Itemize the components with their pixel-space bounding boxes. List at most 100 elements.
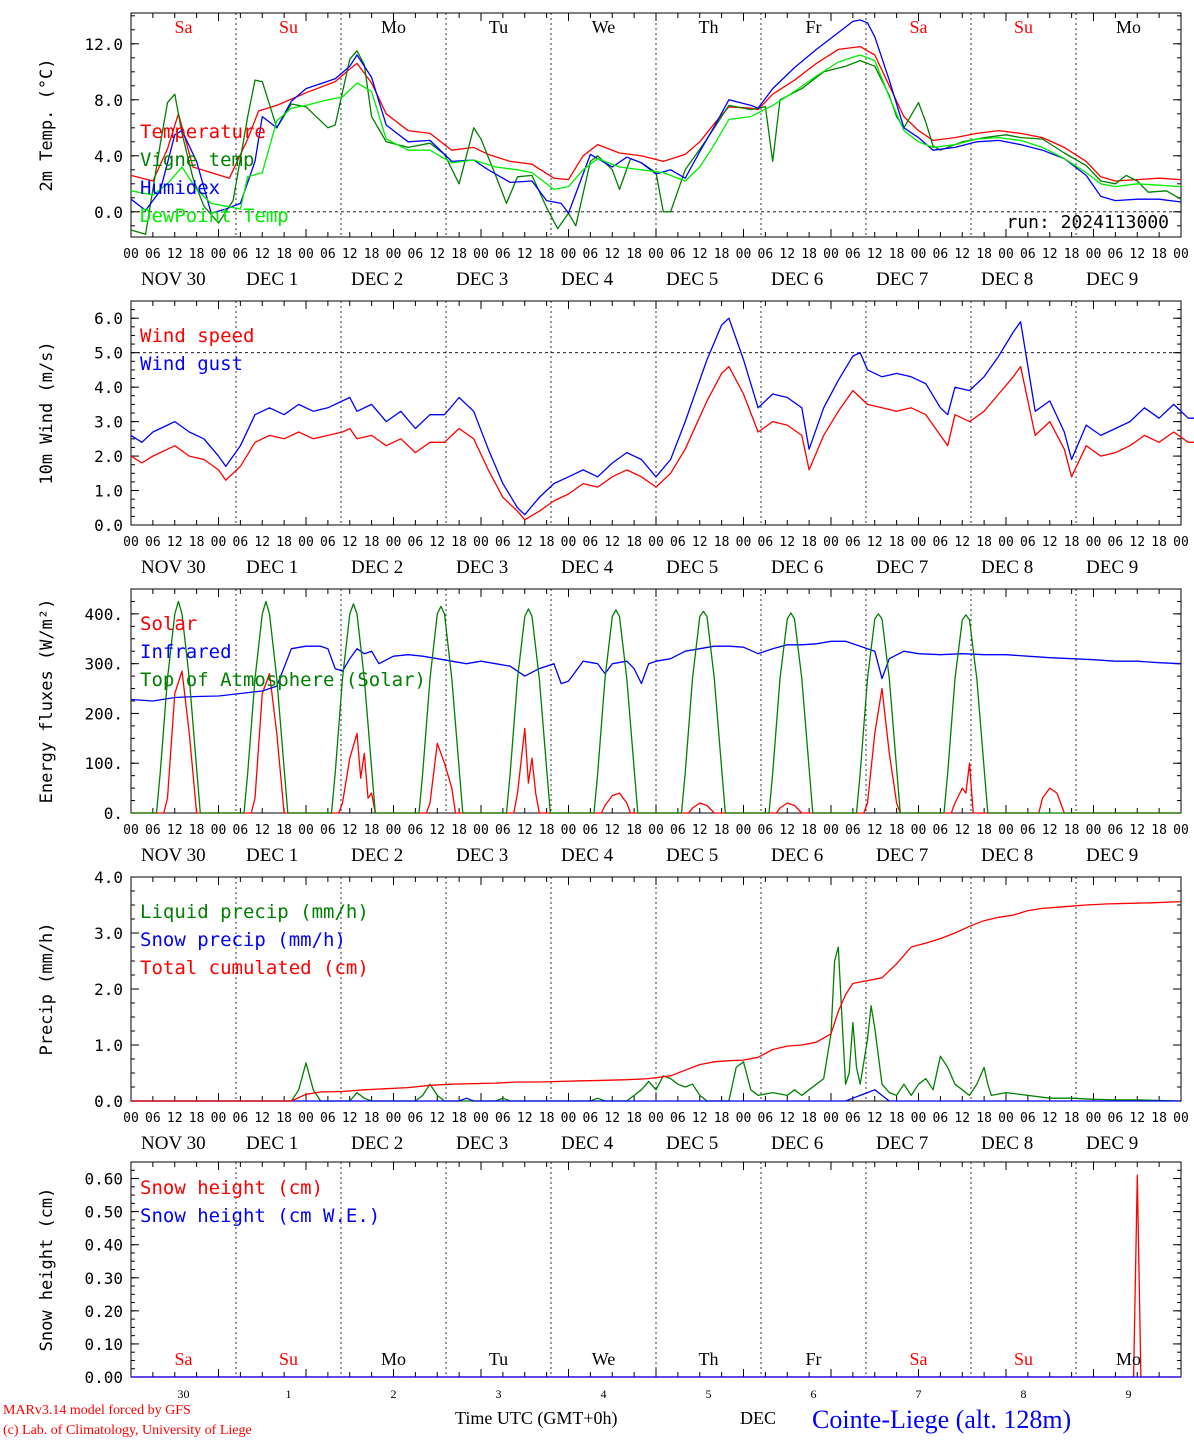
legend-entry: Vigne temp: [140, 149, 254, 171]
hour-tick-label: 12: [429, 247, 445, 262]
hour-tick-label: 00: [1086, 247, 1102, 262]
date-label: NOV 30: [141, 845, 206, 866]
hour-tick-label: 18: [1064, 1111, 1080, 1126]
date-label: DEC 9: [1086, 845, 1138, 866]
legend-entry: Snow precip (mm/h): [140, 929, 346, 951]
hour-tick-label: 06: [320, 1111, 336, 1126]
month-label: DEC: [740, 1408, 776, 1428]
hour-tick-label: 06: [1020, 1111, 1036, 1126]
y-tick-label: 6.0: [94, 309, 123, 328]
day-number: 8: [1021, 1387, 1027, 1401]
date-label: DEC 5: [666, 845, 718, 866]
legend-entry: Temperature: [140, 121, 266, 143]
series-line: [131, 946, 1182, 1102]
hour-tick-label: 12: [167, 823, 183, 838]
hour-tick-label: 18: [539, 1111, 555, 1126]
hour-tick-label: 12: [254, 823, 270, 838]
hour-tick-label: 18: [189, 1111, 205, 1126]
hour-tick-label: 00: [211, 1111, 227, 1126]
y-tick-label: 4.0: [94, 868, 123, 887]
y-axis-label: Snow height (cm): [37, 1188, 57, 1352]
date-label: DEC 4: [561, 557, 614, 578]
hour-tick-label: 00: [123, 535, 139, 550]
date-label: NOV 30: [141, 1133, 206, 1154]
hour-tick-label: 12: [1129, 247, 1145, 262]
y-tick-label: 300.: [84, 655, 123, 674]
y-axis-label: 10m Wind (m/s): [37, 341, 57, 484]
series-line: [131, 600, 1181, 814]
hour-tick-label: 06: [408, 535, 424, 550]
y-tick-label: 0.00: [84, 1368, 123, 1387]
hour-tick-label: 00: [1173, 823, 1189, 838]
hour-tick-label: 00: [823, 1111, 839, 1126]
day-number: 7: [916, 1387, 922, 1401]
hour-tick-label: 18: [1064, 535, 1080, 550]
hour-tick-label: 00: [1173, 247, 1189, 262]
hour-tick-label: 18: [714, 247, 730, 262]
date-label: DEC 1: [246, 557, 298, 578]
day-name: Sa: [175, 1349, 193, 1369]
day-name: We: [592, 1349, 616, 1369]
date-label: DEC 2: [351, 557, 403, 578]
date-label: DEC 9: [1086, 1133, 1138, 1154]
date-label: DEC 3: [456, 557, 508, 578]
hour-tick-label: 06: [408, 823, 424, 838]
date-label: DEC 6: [771, 269, 823, 290]
hour-tick-label: 00: [561, 247, 577, 262]
hour-tick-label: 00: [648, 535, 664, 550]
hour-tick-label: 18: [539, 247, 555, 262]
hour-tick-label: 18: [1064, 823, 1080, 838]
hour-tick-label: 06: [1020, 823, 1036, 838]
hour-tick-label: 06: [495, 535, 511, 550]
hour-tick-label: 18: [626, 1111, 642, 1126]
panel-3: 0. 100. 200. 300. 400. Energy fluxes (W/m²) So…: [37, 588, 1189, 866]
hour-tick-label: 18: [451, 1111, 467, 1126]
legend-entry: DewPoint Temp: [140, 205, 289, 227]
day-name: Tu: [489, 1349, 508, 1369]
day-name: Sa: [175, 17, 193, 37]
hour-tick-label: 06: [233, 823, 249, 838]
hour-tick-label: 12: [604, 1111, 620, 1126]
hour-tick-label: 18: [276, 823, 292, 838]
hour-tick-label: 18: [276, 1111, 292, 1126]
hour-tick-label: 12: [1042, 1111, 1058, 1126]
hour-tick-label: 12: [429, 1111, 445, 1126]
footer-model-line: MARv3.14 model forced by GFS: [3, 1403, 191, 1418]
date-label: DEC 9: [1086, 557, 1138, 578]
hour-tick-label: 06: [583, 535, 599, 550]
hour-tick-label: 12: [867, 823, 883, 838]
hour-tick-label: 12: [954, 535, 970, 550]
hour-tick-label: 12: [1129, 1111, 1145, 1126]
hour-tick-label: 00: [1086, 823, 1102, 838]
hour-tick-label: 12: [429, 823, 445, 838]
hour-tick-label: 00: [648, 1111, 664, 1126]
date-label: NOV 30: [141, 269, 206, 290]
hour-tick-label: 00: [211, 823, 227, 838]
hour-tick-label: 12: [604, 823, 620, 838]
hour-tick-label: 12: [342, 823, 358, 838]
legend-entry: Humidex: [140, 177, 220, 199]
date-label: DEC 6: [771, 557, 823, 578]
day-name: Th: [699, 17, 719, 37]
hour-tick-label: 06: [670, 247, 686, 262]
hour-tick-label: 06: [495, 823, 511, 838]
y-tick-label: 2.0: [94, 980, 123, 999]
hour-tick-label: 00: [386, 535, 402, 550]
hour-tick-label: 12: [517, 1111, 533, 1126]
hour-tick-label: 06: [495, 247, 511, 262]
date-label: DEC 4: [561, 845, 614, 866]
series-line: [131, 900, 1182, 1102]
hour-tick-label: 18: [976, 1111, 992, 1126]
hour-tick-label: 18: [976, 823, 992, 838]
panel-2: 0.0 1.0 2.0 3.0 4.0 5.0 6.0 10m Wind (m/s) Wind …: [37, 300, 1194, 578]
y-tick-label: 400.: [84, 605, 123, 624]
footer: MARv3.14 model forced by GFS (c) Lab. of…: [3, 1403, 1071, 1438]
hour-tick-label: 18: [364, 1111, 380, 1126]
day-name: Mo: [381, 17, 406, 37]
hour-tick-label: 18: [801, 247, 817, 262]
footer-credit-line: (c) Lab. of Climatology, University of L…: [3, 1423, 252, 1438]
hour-tick-label: 00: [298, 823, 314, 838]
hour-tick-label: 06: [670, 823, 686, 838]
panel-1: 0.0 4.0 8.0 12.0 2m Temp. (°C) Temperature Vig…: [37, 12, 1189, 290]
hour-tick-label: 18: [539, 535, 555, 550]
